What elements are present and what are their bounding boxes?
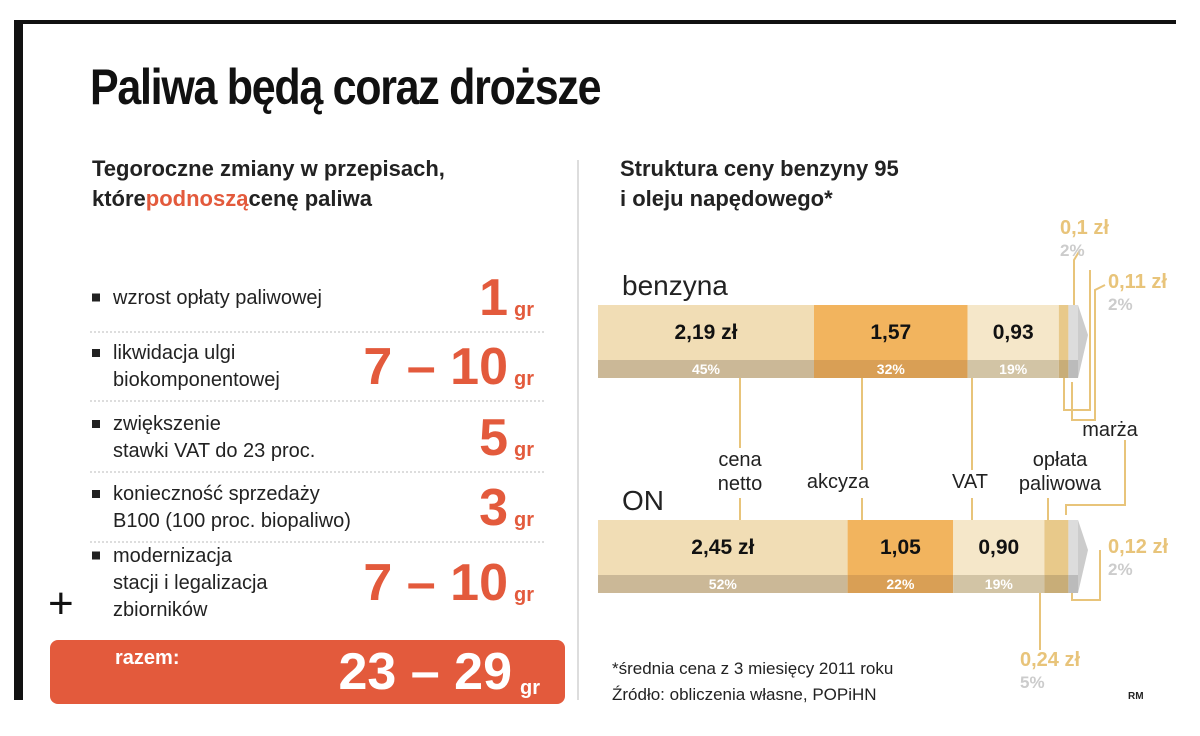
segment-price: 0,90 — [978, 536, 1020, 559]
bullet — [92, 293, 100, 302]
bar-segment — [967, 305, 1059, 360]
bar-segment-base — [814, 360, 968, 378]
subtitle-part: podnoszą — [145, 186, 249, 211]
item-text: biokomponentowej — [113, 369, 280, 391]
segment-price: 2,19 zł — [674, 321, 738, 344]
bullet — [92, 420, 100, 428]
bullet — [92, 490, 100, 498]
bar-segment-base — [1068, 575, 1078, 593]
item-amount: 7 – 10 — [363, 338, 508, 396]
segment-price: 2,45 zł — [691, 536, 755, 559]
callout-price: 0,12 zł — [1108, 536, 1169, 558]
segment-share: 19% — [999, 361, 1028, 377]
plus-sign: + — [48, 579, 74, 628]
credit: RM — [1128, 691, 1144, 702]
callout-price: 0,11 zł — [1108, 271, 1167, 293]
total-amount: 23 – 29 — [338, 643, 513, 701]
subtitle-part: cenę paliwa — [248, 186, 372, 211]
footnote: Źródło: obliczenia własne, POPiHN — [612, 685, 877, 704]
bar-segment — [847, 520, 954, 575]
callout-price: 0,24 zł — [1020, 649, 1081, 671]
component-label: cena netto — [717, 449, 763, 495]
callout-share: 2% — [1060, 241, 1085, 260]
bar-segment — [1068, 305, 1078, 360]
item-text: stawki VAT do 23 proc. — [113, 440, 316, 462]
bullet — [92, 551, 100, 560]
footnote: *średnia cena z 3 miesięcy 2011 roku — [612, 659, 894, 678]
item-amount: 7 – 10 — [363, 554, 508, 612]
item-unit: gr — [514, 299, 534, 321]
segment-price: 0,93 — [992, 321, 1034, 344]
item-amount: 1 — [479, 269, 508, 327]
segment-price: 1,57 — [870, 321, 912, 344]
item-text: wzrost opłaty paliwowej — [113, 286, 322, 309]
item-text: stacji i legalizacja — [113, 571, 268, 594]
item-amount: 3 — [479, 479, 508, 537]
item-text: konieczność sprzedaży — [113, 483, 320, 505]
bar-segment — [814, 305, 968, 360]
subtitle-line: Struktura ceny benzyny 95 — [620, 156, 899, 181]
item-text: likwidacja ulgi — [113, 342, 236, 364]
callout-share: 2% — [1108, 295, 1133, 314]
item-text: zwiększenie — [113, 413, 221, 435]
segment-share: 45% — [691, 361, 721, 377]
total-box — [50, 640, 565, 704]
bar-end — [1078, 520, 1088, 593]
bar-segment-base — [598, 360, 814, 378]
component-label: marża — [1082, 419, 1138, 441]
bar-name: benzyna — [622, 270, 728, 301]
total-label: razem: — [115, 647, 180, 669]
item-unit: gr — [514, 584, 534, 606]
bar-segment — [1058, 305, 1069, 360]
item-unit: gr — [514, 439, 534, 461]
bar-segment — [953, 520, 1045, 575]
bar-segment — [1068, 520, 1078, 575]
bar-segment-base — [967, 360, 1059, 378]
callout-share: 5% — [1020, 673, 1045, 692]
bar-segment-base — [598, 575, 848, 593]
frame-top — [14, 20, 1176, 24]
bar-segment-base — [1068, 360, 1078, 378]
component-label: akcyza — [806, 471, 870, 493]
subtitle-part: które — [92, 186, 146, 211]
bullet — [92, 349, 100, 357]
bar-segment-base — [953, 575, 1045, 593]
connectors — [739, 249, 1126, 650]
component-label: opłata paliwowa — [1018, 449, 1102, 495]
bar-segment-base — [1058, 360, 1069, 378]
item-text: modernizacja — [113, 544, 232, 567]
segment-share: 52% — [708, 576, 737, 592]
segment-share: 19% — [984, 576, 1013, 592]
title: Paliwa będą coraz droższe — [90, 59, 602, 115]
bar-segment-base — [847, 575, 954, 593]
item-unit: gr — [514, 509, 534, 531]
segment-share: 32% — [876, 361, 905, 377]
callout-share: 2% — [1108, 560, 1133, 579]
item-text: zbiorników — [113, 598, 208, 621]
bar-end — [1078, 305, 1088, 378]
total-unit: gr — [520, 677, 540, 699]
bar-segment-base — [1044, 575, 1069, 593]
item-unit: gr — [514, 368, 534, 390]
component-label: VAT — [952, 471, 988, 493]
callout-price: 0,1 zł — [1060, 217, 1109, 239]
subtitle-line: i oleju napędowego* — [620, 186, 833, 211]
frame-left — [14, 20, 23, 700]
item-text: B100 (100 proc. biopaliwo) — [113, 510, 351, 532]
bar-segment — [1044, 520, 1069, 575]
subtitle-part: Tegoroczne zmiany w przepisach, — [92, 156, 445, 181]
item-amount: 5 — [479, 409, 508, 467]
segment-price: 1,05 — [879, 536, 921, 559]
bar-segment — [598, 305, 814, 360]
bar-name: ON — [622, 485, 664, 516]
bar-segment — [598, 520, 848, 575]
segment-share: 22% — [886, 576, 915, 592]
